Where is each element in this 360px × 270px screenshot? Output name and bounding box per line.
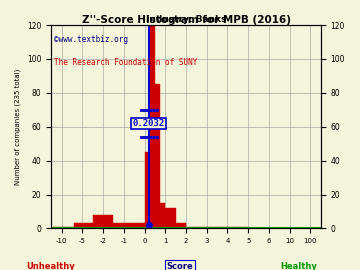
Title: Z''-Score Histogram for MPB (2016): Z''-Score Histogram for MPB (2016) <box>81 15 291 25</box>
Text: ©www.textbiz.org: ©www.textbiz.org <box>54 35 128 44</box>
Bar <box>134 223 145 228</box>
Text: Score: Score <box>167 262 193 270</box>
Bar <box>53 227 74 228</box>
Bar <box>74 223 93 228</box>
Bar <box>93 215 113 228</box>
Text: The Research Foundation of SUNY: The Research Foundation of SUNY <box>54 58 197 67</box>
Bar <box>160 203 165 228</box>
Text: Industry: Banks: Industry: Banks <box>146 15 226 24</box>
Bar <box>150 25 155 228</box>
Text: 0.2032: 0.2032 <box>132 119 165 128</box>
Y-axis label: Number of companies (235 total): Number of companies (235 total) <box>15 69 22 185</box>
Text: Healthy: Healthy <box>280 262 317 270</box>
Bar <box>186 227 207 228</box>
Bar <box>155 85 160 228</box>
Bar <box>113 223 134 228</box>
Text: Unhealthy: Unhealthy <box>26 262 75 270</box>
Bar <box>176 223 186 228</box>
Bar <box>207 227 248 228</box>
Bar <box>165 208 176 228</box>
Bar <box>145 152 150 228</box>
